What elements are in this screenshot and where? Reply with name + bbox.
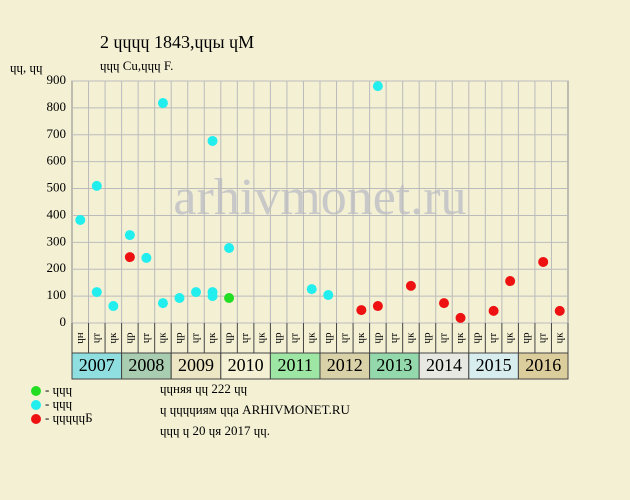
- point: [323, 290, 334, 301]
- year-cell: [170, 352, 222, 380]
- x-tick-label: ɥт: [190, 333, 202, 344]
- x-tick-label: ɥк: [454, 332, 466, 344]
- point: [91, 180, 102, 191]
- point: [174, 292, 185, 303]
- year-label: 2008: [128, 355, 164, 375]
- point: [91, 287, 102, 298]
- x-tick-label: ɥт: [338, 333, 350, 344]
- point: [405, 280, 416, 291]
- x-tick-label: ɥт: [90, 333, 102, 344]
- x-tick-label: ɥр: [173, 332, 185, 344]
- x-tick-label: ɥт: [537, 333, 549, 344]
- point: [538, 256, 549, 267]
- x-tick-label: ɥр: [371, 332, 383, 344]
- legend-swatch: [31, 386, 41, 396]
- y-tick-label: 900: [47, 72, 67, 87]
- point: [372, 301, 383, 312]
- point: [488, 305, 499, 316]
- point: [141, 252, 152, 263]
- point: [439, 298, 449, 309]
- note: ɥɥɥ ɥ 20 ɥя 2017 ɥɥ.: [160, 423, 270, 438]
- point: [157, 98, 168, 109]
- year-cell: [121, 352, 172, 380]
- y-tick-label: 100: [47, 287, 67, 302]
- x-tick-label: ɥр: [471, 332, 483, 344]
- year-cell: [319, 352, 371, 380]
- legend-swatch: [31, 414, 41, 424]
- y-tick-label: 200: [47, 260, 67, 275]
- x-tick-label: ɥк: [404, 332, 416, 344]
- year-label: 2015: [476, 355, 512, 375]
- x-tick-label: ɥт: [438, 333, 450, 344]
- x-tick-label: ɥт: [289, 333, 301, 344]
- legend-swatch: [31, 400, 41, 410]
- point: [554, 305, 565, 316]
- legend-label: - ɥɥɥ: [45, 396, 73, 411]
- point: [207, 291, 218, 302]
- x-tick-label: ɥр: [520, 332, 532, 344]
- year-label: 2012: [327, 355, 363, 375]
- point: [224, 242, 235, 253]
- note: ɥ ɥɥɥɥиям ɥɥа ARHIVMONET.RU: [160, 402, 351, 417]
- y-tick-label: 300: [47, 233, 67, 248]
- y-tick-label: 600: [47, 153, 67, 168]
- chart-subtitle: ɥɥɥ Cu,ɥɥɥ F.: [100, 58, 173, 73]
- x-tick-label: ɥк: [206, 332, 218, 344]
- y-tick-label: 700: [47, 126, 67, 141]
- point: [207, 135, 218, 146]
- year-cell: [517, 352, 569, 380]
- x-tick-label: ɥт: [388, 333, 400, 344]
- y-tick-label: 500: [47, 180, 67, 195]
- x-tick-label: ɥт: [487, 333, 499, 344]
- point: [157, 298, 168, 309]
- x-tick-label: ɥк: [107, 332, 119, 344]
- year-label: 2016: [525, 355, 561, 375]
- year-label: 2009: [178, 355, 214, 375]
- x-tick-label: ɥк: [256, 332, 268, 344]
- x-tick-label: ɥн: [74, 332, 86, 344]
- y-tick-label: 800: [47, 99, 67, 114]
- point: [455, 312, 466, 323]
- point: [306, 284, 317, 295]
- x-tick-label: ɥт: [140, 333, 152, 344]
- x-tick-label: ɥк: [305, 332, 317, 344]
- point: [75, 215, 86, 226]
- x-tick-label: ɥр: [123, 332, 135, 344]
- year-cell: [369, 352, 420, 380]
- x-tick-label: ɥр: [421, 332, 433, 344]
- y-tick-label: 0: [60, 314, 67, 329]
- year-label: 2014: [426, 355, 462, 375]
- point: [505, 276, 516, 287]
- point: [108, 301, 119, 312]
- note: ɥɥняя ɥɥ 222 ɥɥ: [160, 381, 248, 396]
- x-tick-label: ɥк: [355, 332, 367, 344]
- year-cell: [468, 352, 519, 380]
- point: [124, 252, 135, 263]
- legend-label: - ɥɥɥ: [45, 382, 73, 397]
- point: [224, 292, 235, 303]
- year-label: 2007: [79, 355, 115, 375]
- y-axis-label: ɥɥ, ɥɥ: [10, 60, 43, 75]
- chart-title: 2 ɥɥɥɥ 1843,ɥɥы ɥМ: [100, 32, 254, 52]
- year-label: 2010: [228, 355, 264, 375]
- x-tick-label: ɥк: [504, 332, 516, 344]
- year-label: 2013: [376, 355, 412, 375]
- year-cell: [220, 352, 271, 380]
- point: [372, 81, 383, 92]
- year-label: 2011: [278, 355, 313, 375]
- x-tick-label: ɥр: [223, 332, 235, 344]
- point: [191, 287, 201, 298]
- year-cell: [71, 352, 123, 380]
- legend-label: - ɥɥɥɥɥБ: [45, 410, 93, 425]
- y-tick-label: 400: [47, 206, 67, 221]
- x-tick-label: ɥр: [322, 332, 334, 344]
- year-cell: [418, 352, 470, 380]
- x-tick-label: ɥк: [156, 332, 168, 344]
- x-tick-label: ɥк: [553, 332, 565, 344]
- point: [124, 230, 135, 241]
- x-tick-label: ɥр: [272, 332, 284, 344]
- point: [356, 305, 367, 316]
- x-tick-label: ɥт: [239, 333, 251, 344]
